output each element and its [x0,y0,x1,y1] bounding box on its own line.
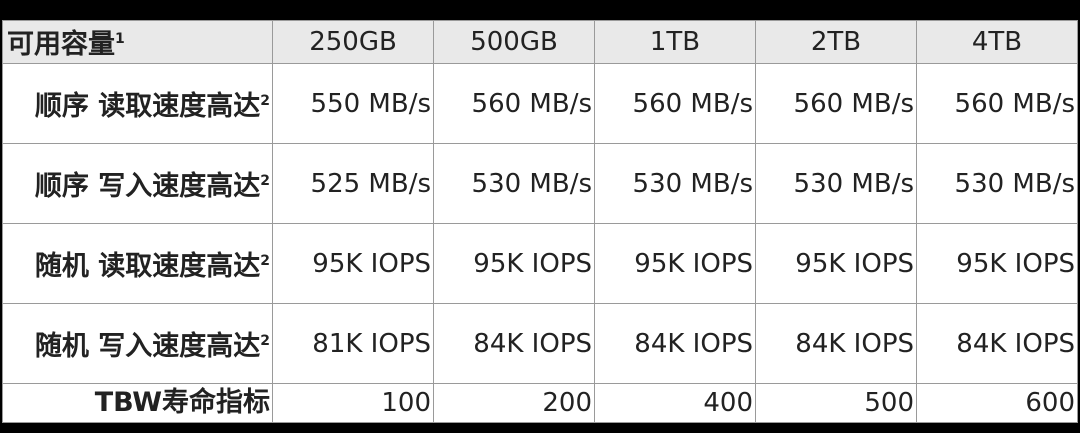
table-cell: 4TB [916,20,1078,64]
table-row: 随机 写入速度高达2 81K IOPS 84K IOPS 84K IOPS 84K IO… [2,303,1078,384]
table-cell: 530 MB/s [916,143,1078,224]
label-text: 随机 读取速度高达 [34,250,261,282]
table-cell: 100 [272,383,434,423]
table-cell: 530 MB/s [433,143,595,224]
table-cell: 84K IOPS [916,303,1078,384]
table-cell: 400 [594,383,756,423]
table-cell: 95K IOPS [755,223,917,304]
row-label: 顺序 读取速度高达2 [2,63,273,144]
table-container: 可用容量1 250GB 500GB 1TB 2TB 4TB 顺序 读取速度高达2 550 MB… [2,20,1078,423]
table-cell: 560 MB/s [916,63,1078,144]
table-cell: 560 MB/s [433,63,595,144]
row-label: 随机 读取速度高达2 [2,223,273,304]
footnote-mark: 1 [115,31,125,47]
table-cell: 2TB [755,20,917,64]
table-row: 顺序 写入速度高达2 525 MB/s 530 MB/s 530 MB/s 530 MB… [2,143,1078,224]
row-label: 可用容量1 [2,20,273,64]
table-row: 可用容量1 250GB 500GB 1TB 2TB 4TB [2,20,1078,64]
label-text: TBW寿命指标 [94,387,270,418]
table-row: TBW寿命指标 100 200 400 500 600 [2,383,1078,423]
label-text: 可用容量 [7,29,115,60]
table-cell: 81K IOPS [272,303,434,384]
table-cell: 550 MB/s [272,63,434,144]
table-cell: 1TB [594,20,756,64]
table-cell: 84K IOPS [594,303,756,384]
table-cell: 95K IOPS [272,223,434,304]
row-label: TBW寿命指标 [2,383,273,423]
table-cell: 600 [916,383,1078,423]
table-cell: 84K IOPS [433,303,595,384]
table-cell: 95K IOPS [433,223,595,304]
label-text: 顺序 写入速度高达 [34,170,261,202]
footnote-mark: 2 [260,92,270,109]
table-cell: 500GB [433,20,595,64]
table-cell: 84K IOPS [755,303,917,384]
footnote-mark: 2 [260,252,270,269]
table-cell: 250GB [272,20,434,64]
table-cell: 500 [755,383,917,423]
table-cell: 200 [433,383,595,423]
table-cell: 560 MB/s [594,63,756,144]
table-cell: 95K IOPS [916,223,1078,304]
label-text: 顺序 读取速度高达 [34,90,261,122]
table-row: 顺序 读取速度高达2 550 MB/s 560 MB/s 560 MB/s 560 MB… [2,63,1078,144]
table-cell: 560 MB/s [755,63,917,144]
table-cell: 95K IOPS [594,223,756,304]
row-label: 随机 写入速度高达2 [2,303,273,384]
row-label: 顺序 写入速度高达2 [2,143,273,224]
footnote-mark: 2 [260,332,270,349]
footnote-mark: 2 [260,172,270,189]
table-row: 随机 读取速度高达2 95K IOPS 95K IOPS 95K IOPS 95K IO… [2,223,1078,304]
table-cell: 530 MB/s [755,143,917,224]
spec-table: 可用容量1 250GB 500GB 1TB 2TB 4TB 顺序 读取速度高达2 550 MB… [2,20,1078,423]
table-cell: 525 MB/s [272,143,434,224]
label-text: 随机 写入速度高达 [34,330,261,362]
table-cell: 530 MB/s [594,143,756,224]
